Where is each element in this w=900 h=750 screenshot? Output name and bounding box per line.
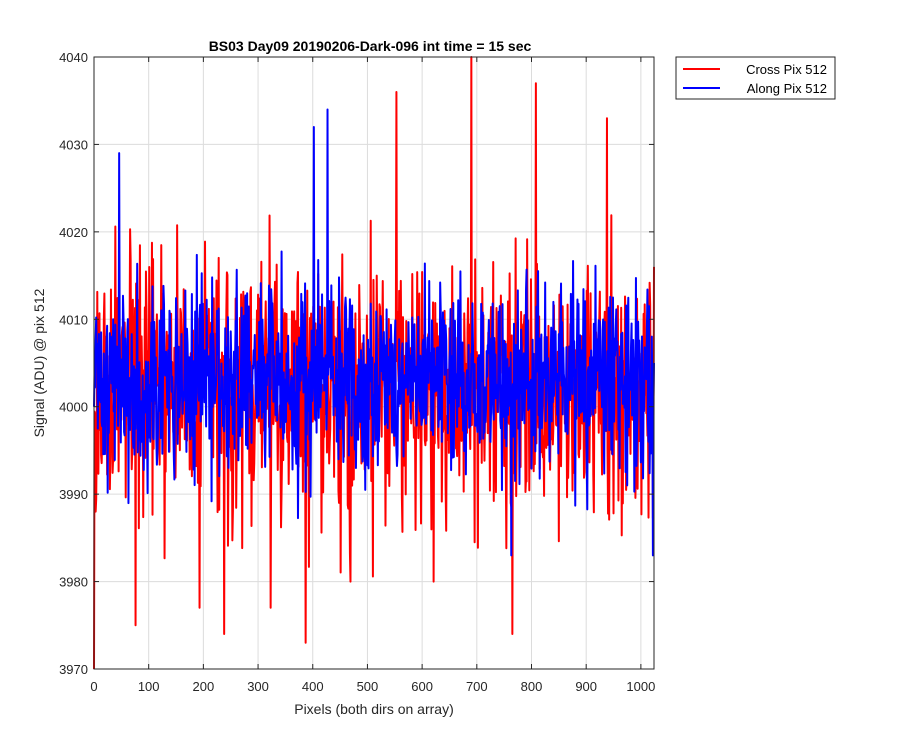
y-axis-label: Signal (ADU) @ pix 512	[31, 288, 47, 437]
x-tick-label: 600	[411, 679, 433, 694]
series-line-along	[93, 108, 655, 557]
y-tick-label: 4030	[59, 137, 88, 152]
y-tick-label: 3990	[59, 487, 88, 502]
chart-title: BS03 Day09 20190206-Dark-096 int time = …	[209, 38, 532, 54]
y-tick-label: 4010	[59, 312, 88, 327]
axis-ticks: 0 100 200 300 400 500 600 700 800 900 1000 3970 3980…	[59, 50, 655, 694]
series-layer	[93, 56, 655, 670]
y-tick-label: 4020	[59, 225, 88, 240]
x-tick-label: 300	[247, 679, 269, 694]
y-tick-label: 3980	[59, 575, 88, 590]
x-tick-label: 900	[575, 679, 597, 694]
x-tick-label: 100	[138, 679, 160, 694]
y-tick-label: 4040	[59, 50, 88, 65]
x-axis-label: Pixels (both dirs on array)	[294, 701, 454, 717]
x-tick-label: 1000	[626, 679, 655, 694]
y-tick-label: 3970	[59, 662, 88, 677]
x-tick-label: 500	[357, 679, 379, 694]
legend-entry-along: Along Pix 512	[747, 81, 827, 96]
x-tick-label: 400	[302, 679, 324, 694]
x-tick-label: 800	[521, 679, 543, 694]
y-tick-label: 4000	[59, 400, 88, 415]
plot-frame	[93, 56, 655, 670]
legend: Cross Pix 512 Along Pix 512	[675, 56, 836, 100]
legend-box	[675, 56, 836, 100]
x-tick-label: 700	[466, 679, 488, 694]
x-tick-label: 0	[90, 679, 97, 694]
legend-entry-cross: Cross Pix 512	[746, 62, 827, 77]
x-tick-label: 200	[193, 679, 215, 694]
